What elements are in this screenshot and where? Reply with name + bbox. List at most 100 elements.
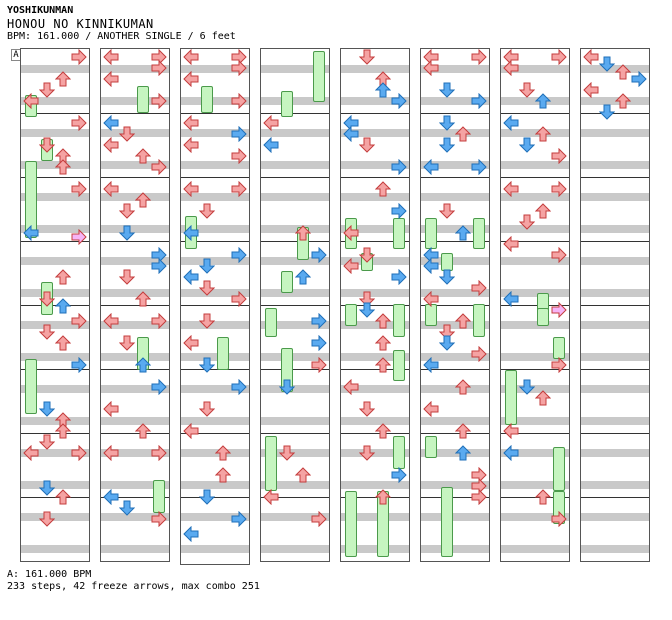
chart-column-2 — [100, 48, 170, 562]
beat-band — [341, 289, 409, 297]
measure-line — [21, 369, 89, 370]
freeze-arrow-left — [425, 304, 437, 326]
beat-band — [341, 449, 409, 457]
measure-line — [21, 113, 89, 114]
beat-band — [341, 545, 409, 553]
beat-band — [101, 129, 169, 137]
beat-band — [101, 545, 169, 553]
right-arrow-icon — [231, 511, 247, 527]
up-arrow-icon — [375, 489, 391, 505]
up-arrow-icon — [455, 445, 471, 461]
beat-band — [181, 321, 249, 329]
beat-band — [581, 417, 649, 425]
left-arrow-icon — [23, 225, 39, 241]
beat-band — [501, 417, 569, 425]
beat-band — [581, 289, 649, 297]
beat-band — [261, 321, 329, 329]
down-arrow-icon — [359, 302, 375, 318]
measure-line — [181, 305, 249, 306]
down-arrow-icon — [39, 480, 55, 496]
beat-band — [261, 481, 329, 489]
right-arrow-icon — [391, 203, 407, 219]
beat-band — [421, 449, 489, 457]
beat-band — [421, 225, 489, 233]
beat-band — [581, 513, 649, 521]
beat-band — [181, 353, 249, 361]
beat-band — [421, 257, 489, 265]
down-arrow-icon — [439, 203, 455, 219]
beat-band — [181, 289, 249, 297]
up-arrow-icon — [55, 335, 71, 351]
right-arrow-icon — [551, 247, 567, 263]
measure-line — [101, 241, 169, 242]
down-arrow-icon — [119, 500, 135, 516]
measure-line — [421, 113, 489, 114]
beat-band — [341, 161, 409, 169]
left-arrow-icon — [503, 291, 519, 307]
down-arrow-icon — [519, 137, 535, 153]
down-arrow-icon — [439, 82, 455, 98]
freeze-arrow-left — [25, 359, 37, 414]
down-arrow-icon — [39, 137, 55, 153]
down-arrow-icon — [199, 313, 215, 329]
beat-band — [421, 385, 489, 393]
right-arrow-icon — [71, 181, 87, 197]
down-arrow-icon — [359, 247, 375, 263]
right-arrow-icon — [71, 49, 87, 65]
beat-band — [21, 257, 89, 265]
up-arrow-icon — [135, 192, 151, 208]
measure-line — [21, 241, 89, 242]
chart-column-1 — [20, 48, 90, 562]
beat-band — [21, 417, 89, 425]
beat-band — [21, 385, 89, 393]
left-arrow-icon — [183, 225, 199, 241]
measure-line — [101, 177, 169, 178]
beat-band — [261, 193, 329, 201]
up-arrow-icon — [55, 159, 71, 175]
beat-band — [421, 65, 489, 73]
right-arrow-icon — [71, 445, 87, 461]
chart-info: BPM: 161.000 / ANOTHER SINGLE / 6 feet — [7, 31, 236, 42]
down-arrow-icon — [119, 335, 135, 351]
beat-band — [101, 481, 169, 489]
right-arrow-icon — [551, 357, 567, 373]
right-arrow-icon — [551, 148, 567, 164]
freeze-arrow-right — [473, 218, 485, 249]
freeze-arrow-right — [393, 436, 405, 469]
beat-band — [181, 193, 249, 201]
beat-band — [181, 65, 249, 73]
left-arrow-icon — [503, 445, 519, 461]
beat-band — [261, 289, 329, 297]
freeze-arrow-right — [393, 218, 405, 249]
freeze-arrow-right — [313, 51, 325, 102]
beat-band — [501, 321, 569, 329]
measure-line — [21, 305, 89, 306]
up-arrow-icon — [375, 313, 391, 329]
beat-band — [581, 545, 649, 553]
beat-band — [101, 513, 169, 521]
beat-band — [181, 129, 249, 137]
left-arrow-icon — [423, 401, 439, 417]
measure-line — [421, 177, 489, 178]
left-arrow-icon — [343, 258, 359, 274]
beat-band — [501, 65, 569, 73]
down-arrow-icon — [119, 269, 135, 285]
beat-band — [101, 257, 169, 265]
measure-line — [501, 177, 569, 178]
beat-band — [341, 513, 409, 521]
right-arrow-icon — [151, 159, 167, 175]
right-arrow-icon — [311, 357, 327, 373]
down-arrow-icon — [119, 225, 135, 241]
beat-band — [21, 481, 89, 489]
down-arrow-icon — [279, 445, 295, 461]
left-arrow-icon — [183, 526, 199, 543]
beat-band — [341, 257, 409, 265]
down-arrow-icon — [439, 137, 455, 153]
measure-line — [101, 369, 169, 370]
left-arrow-icon — [23, 445, 39, 461]
down-arrow-icon — [199, 203, 215, 219]
beat-band — [21, 353, 89, 361]
beat-band — [21, 513, 89, 521]
left-arrow-icon — [183, 269, 199, 285]
right-arrow-icon — [231, 247, 247, 263]
